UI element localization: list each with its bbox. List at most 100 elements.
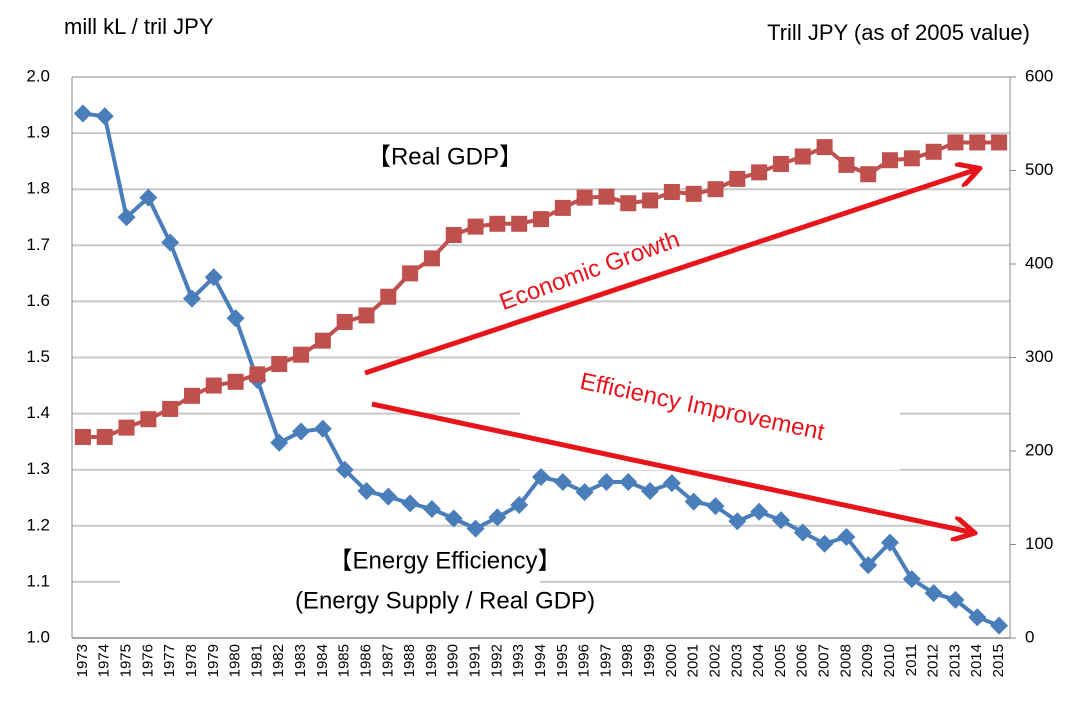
x-tick-label: 1982 [270, 644, 287, 677]
marker [467, 218, 484, 235]
x-tick-label: 2012 [925, 644, 942, 677]
marker [270, 433, 289, 452]
marker [684, 492, 703, 511]
marker [293, 346, 310, 363]
marker [838, 156, 855, 173]
annotation: 【Energy Efficiency】 [329, 547, 562, 574]
x-tick-label: 1993 [510, 644, 527, 677]
marker [402, 265, 419, 282]
x-tick-label: 2008 [837, 644, 854, 677]
marker [793, 523, 812, 542]
marker [161, 233, 180, 252]
x-tick-label: 1983 [292, 644, 309, 677]
y2-axis-label: Trill JPY (as of 2005 value) [767, 20, 1030, 45]
x-tick-label: 1975 [118, 644, 135, 677]
y-tick-label: 1.2 [26, 515, 50, 534]
x-tick-label: 2003 [728, 644, 745, 677]
y-tick-label: 1.4 [26, 403, 50, 422]
marker [117, 208, 136, 227]
marker [707, 181, 724, 198]
y-tick-label: 1.7 [26, 235, 50, 254]
x-tick-label: 1985 [336, 644, 353, 677]
marker [815, 534, 834, 553]
marker [511, 215, 528, 232]
y-tick-label: 1.6 [26, 291, 50, 310]
annotation: Economic Growth [496, 226, 683, 316]
marker [292, 422, 311, 441]
x-tick-label: 2013 [946, 644, 963, 677]
arrow [364, 170, 975, 376]
marker [313, 419, 332, 438]
marker [532, 467, 550, 486]
x-tick-label: 1997 [597, 644, 614, 677]
marker [314, 332, 331, 349]
marker [903, 150, 920, 167]
marker [641, 482, 660, 501]
x-tick-label: 1978 [183, 644, 200, 677]
marker [379, 487, 398, 506]
y2-tick-label: 200 [1025, 440, 1053, 459]
y-tick-label: 1.3 [26, 459, 50, 478]
marker [249, 366, 266, 383]
x-tick-label: 2014 [968, 644, 985, 677]
x-tick-label: 1995 [554, 644, 571, 677]
y2-tick-label: 400 [1025, 253, 1053, 272]
marker [990, 616, 1009, 635]
marker [358, 307, 375, 324]
marker [422, 499, 441, 518]
y-tick-label: 1.8 [26, 179, 50, 198]
marker [444, 509, 463, 528]
label-background [322, 135, 542, 185]
marker [204, 268, 223, 287]
marker [925, 143, 942, 160]
marker [401, 494, 420, 513]
plot [73, 104, 1009, 635]
marker [357, 482, 376, 501]
x-tick-label: 1999 [641, 644, 658, 677]
x-tick-label: 2015 [990, 644, 1007, 677]
marker [685, 185, 702, 202]
marker [620, 195, 637, 212]
x-tick-label: 2007 [816, 644, 833, 677]
y-tick-label: 2.0 [26, 66, 50, 85]
marker [837, 528, 856, 547]
x-tick-label: 1991 [467, 644, 484, 677]
x-tick-label: 2006 [794, 644, 811, 677]
marker [95, 107, 114, 126]
x-tick-label: 2004 [750, 644, 767, 677]
marker [271, 356, 288, 373]
marker [924, 584, 943, 603]
marker [533, 211, 549, 228]
x-tick-label: 1989 [423, 644, 440, 677]
marker [642, 192, 659, 209]
marker [729, 170, 746, 187]
marker [946, 590, 965, 609]
marker [182, 289, 201, 308]
x-tick-label: 1987 [379, 644, 396, 677]
marker [510, 496, 529, 515]
marker [140, 411, 157, 428]
marker [227, 373, 244, 390]
x-tick-label: 1996 [576, 644, 593, 677]
marker [226, 309, 245, 328]
marker [183, 387, 200, 404]
label-backgrounds [120, 135, 900, 635]
marker [881, 533, 900, 552]
marker [576, 189, 593, 206]
marker [663, 184, 680, 201]
y2-tick-label: 300 [1025, 347, 1053, 366]
marker [619, 473, 638, 492]
x-tick-label: 2001 [685, 644, 702, 677]
y2-tick-label: 0 [1025, 627, 1034, 646]
y2-tick-label: 600 [1025, 66, 1053, 85]
x-tick-label: 1994 [532, 644, 549, 677]
marker [380, 288, 397, 305]
x-tick-label: 2009 [859, 644, 876, 677]
y-axis-label: mill kL / tril JPY [64, 14, 214, 39]
x-tick-label: 1986 [357, 644, 374, 677]
x-tick-label: 1979 [205, 644, 222, 677]
marker [466, 519, 485, 538]
marker [575, 483, 594, 502]
marker [96, 428, 113, 445]
marker [139, 188, 158, 207]
